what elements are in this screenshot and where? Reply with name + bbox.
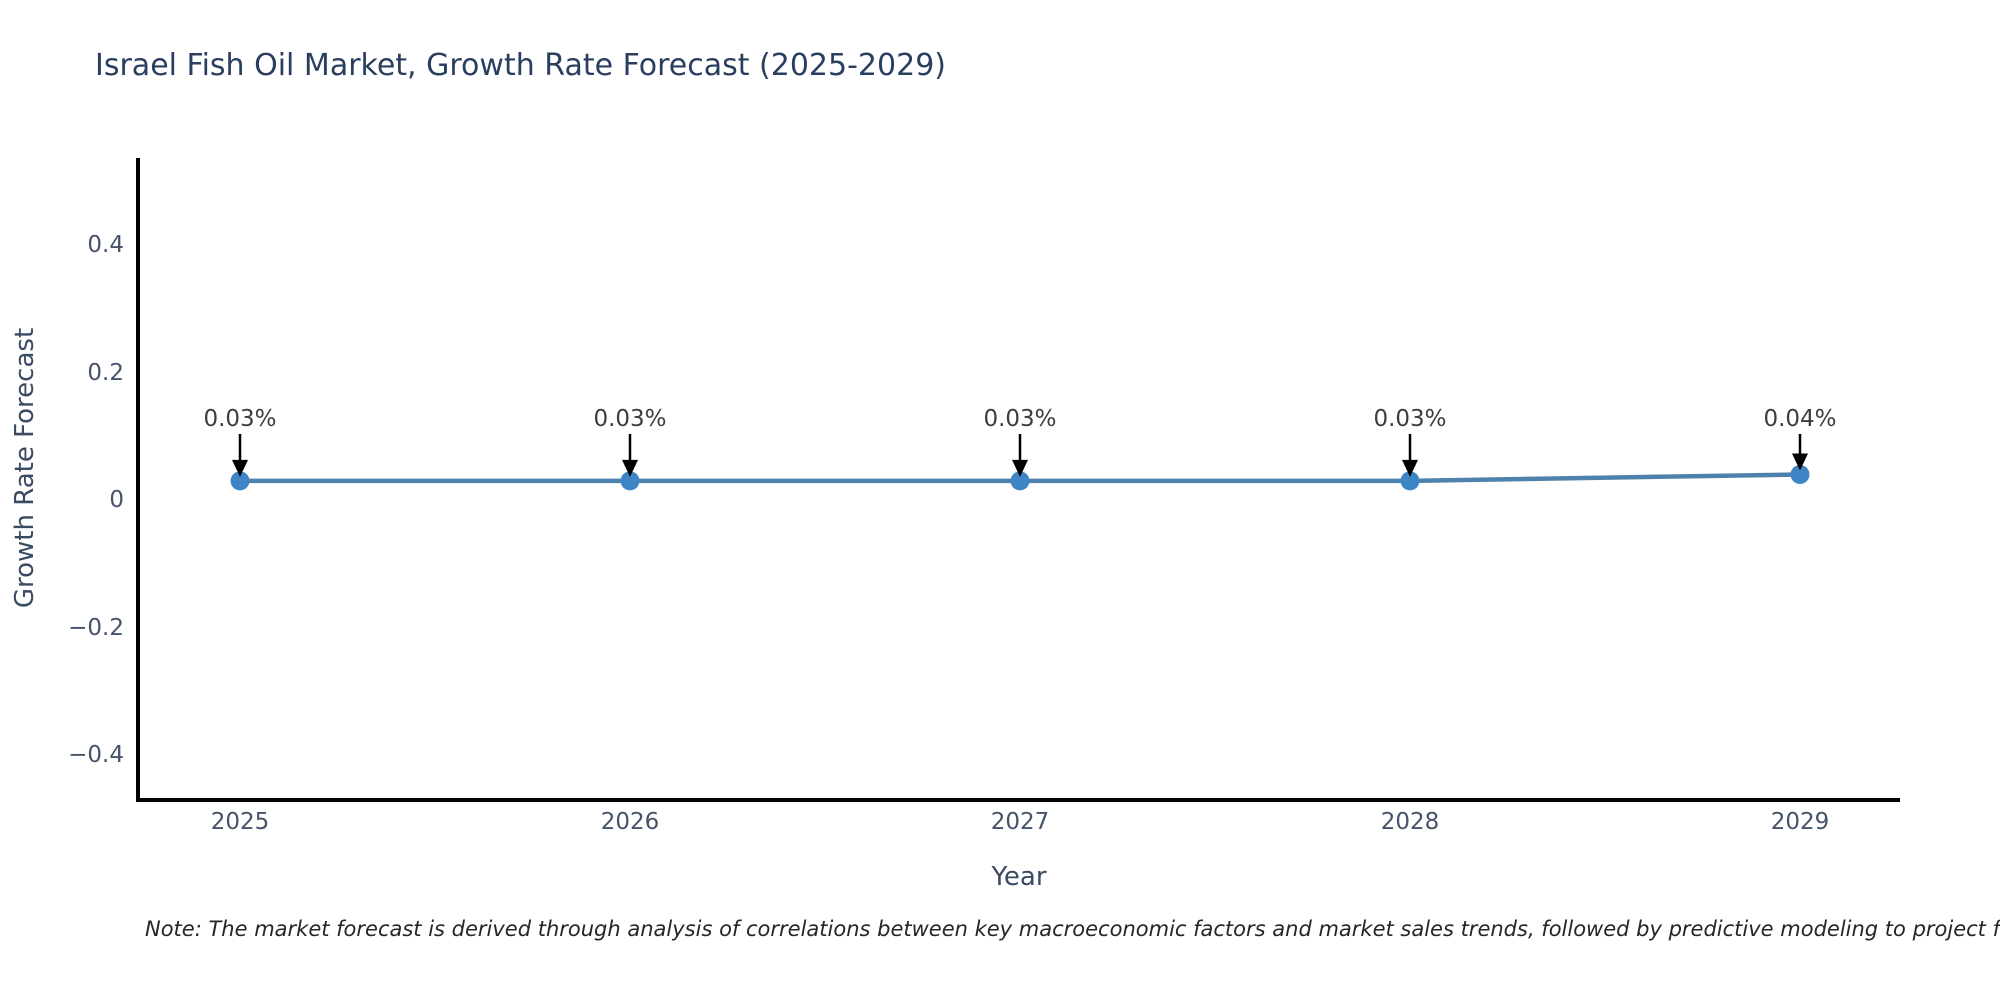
annotation-arrow-head (1012, 459, 1028, 477)
x-tick-label: 2029 (1770, 809, 1830, 835)
data-point-label: 0.03% (203, 406, 277, 432)
data-point-label: 0.03% (983, 406, 1057, 432)
chart-title: Israel Fish Oil Market, Growth Rate Fore… (95, 48, 946, 83)
footnote: Note: The market forecast is derived thr… (145, 917, 2000, 941)
data-point-marker (230, 471, 250, 491)
data-point-label: 0.04% (1763, 406, 1837, 432)
y-tick-label: −0.4 (68, 742, 124, 768)
data-point-marker (620, 471, 640, 491)
y-tick-label: −0.2 (68, 614, 124, 641)
data-point-label: 0.03% (593, 406, 667, 432)
x-tick-label: 2026 (600, 809, 660, 835)
annotation-arrow-head (232, 459, 248, 477)
y-tick-label: 0.2 (87, 359, 124, 386)
x-tick-label: 2025 (210, 809, 270, 835)
x-tick-label: 2027 (990, 809, 1050, 835)
x-axis-label: Year (991, 862, 1047, 892)
annotation-arrow-head (1402, 459, 1418, 477)
data-point-label: 0.03% (1373, 406, 1447, 432)
data-point-marker (1010, 471, 1030, 491)
annotation-arrow-head (1792, 453, 1808, 471)
data-point-marker (1790, 465, 1810, 484)
x-tick-label: 2028 (1380, 809, 1440, 835)
y-tick-label: 0.4 (87, 232, 124, 258)
data-point-marker (1400, 471, 1420, 491)
annotation-arrow-head (622, 459, 638, 477)
y-tick-label: 0 (109, 487, 124, 513)
